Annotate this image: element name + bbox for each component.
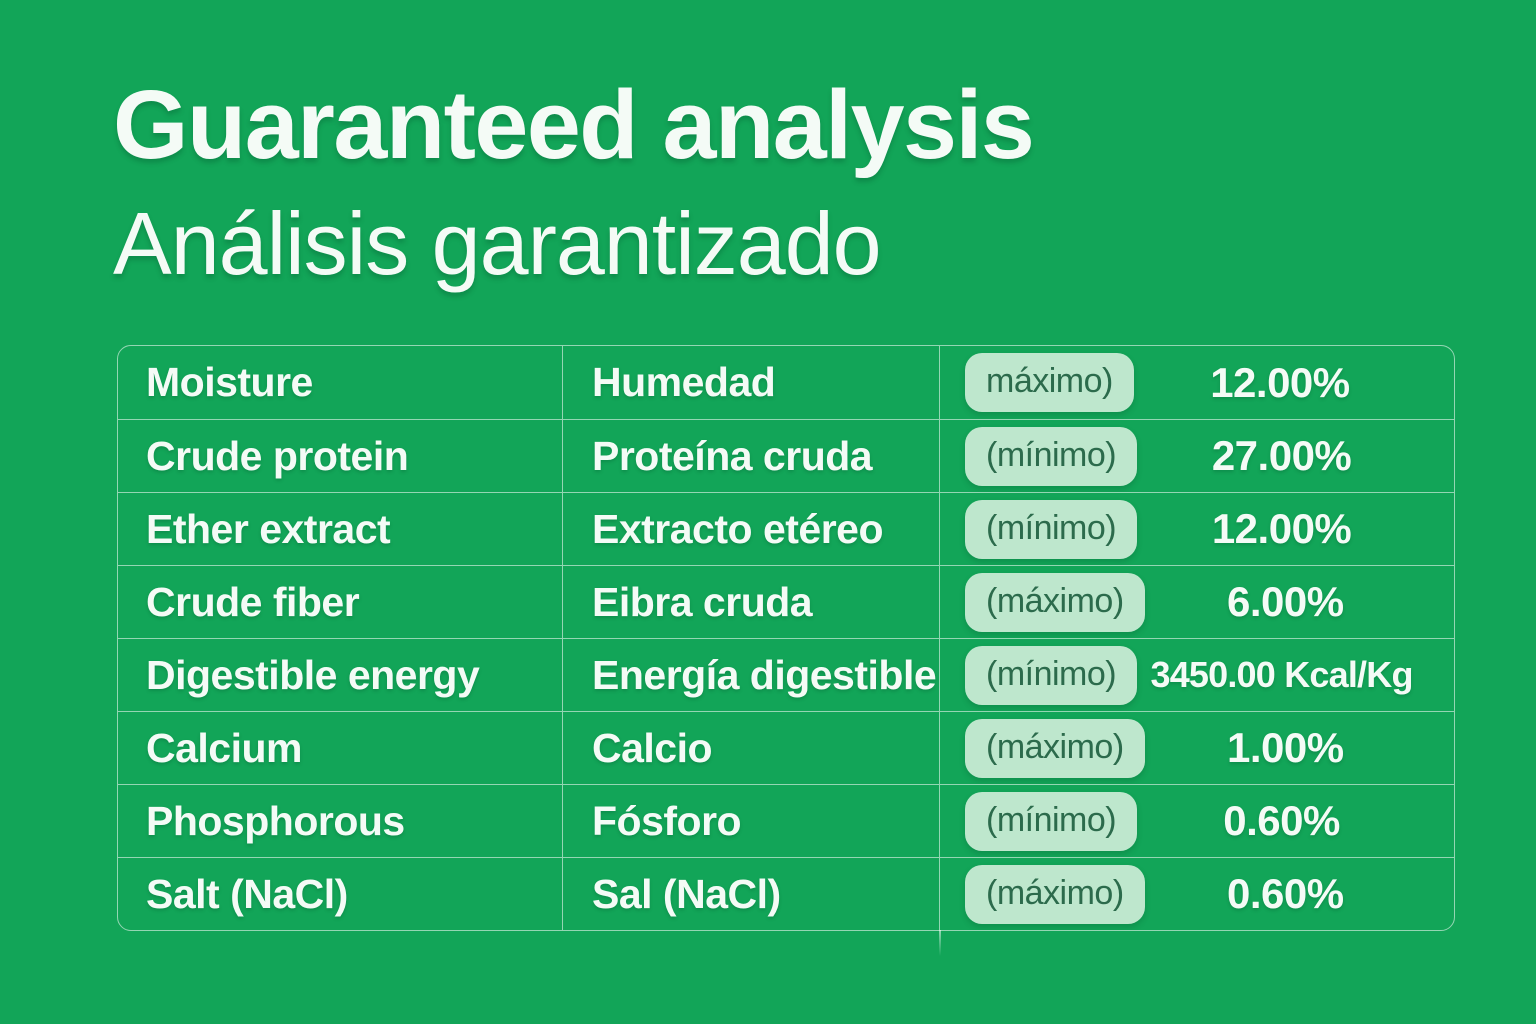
- table-row-moisture: Moisture Humedad máximo) 12.00%: [118, 346, 1454, 419]
- nutrient-value-cell: (mínimo) 12.00%: [939, 493, 1454, 565]
- limit-badge: (mínimo): [965, 426, 1138, 486]
- nutrient-name-en: Crude fiber: [146, 578, 360, 625]
- page-subtitle: Análisis garantizado: [113, 194, 882, 293]
- nutrient-value: 6.00%: [1227, 578, 1344, 625]
- nutrient-name-es: Eibra cruda: [562, 566, 939, 638]
- nutrient-value: 0.60%: [1223, 797, 1340, 844]
- nutrient-name-en: Phosphorous: [146, 797, 405, 844]
- nutrient-name-es: Proteína cruda: [562, 420, 939, 492]
- nutrient-name-es: Sal (NaCl): [562, 858, 939, 930]
- limit-badge: (mínimo): [965, 499, 1138, 559]
- nutrient-name-en: Moisture: [146, 359, 313, 405]
- nutrient-name-es: Humedad: [562, 346, 939, 419]
- nutrient-name-en: Digestible energy: [146, 651, 480, 698]
- nutrient-name-en: Ether extract: [146, 505, 391, 552]
- nutrient-value: 0.60%: [1227, 870, 1344, 917]
- table-row-calcium: Calcium Calcio (máximo) 1.00%: [118, 711, 1454, 784]
- nutrient-value: 12.00%: [1210, 358, 1350, 406]
- column-divider-stub: [939, 930, 941, 956]
- nutrient-name-es: Energía digestible: [562, 639, 939, 711]
- table-row-salt: Salt (NaCl) Sal (NaCl) (máximo) 0.60%: [118, 857, 1454, 930]
- nutrient-name-es: Fósforo: [562, 785, 939, 857]
- nutrient-value-cell: (máximo) 6.00%: [939, 566, 1454, 638]
- nutrient-value-cell: (mínimo) 0.60%: [939, 785, 1454, 857]
- page-title: Guaranteed analysis: [113, 70, 1035, 179]
- nutrient-name-en: Calcium: [146, 724, 303, 771]
- table-row-phosphorous: Phosphorous Fósforo (mínimo) 0.60%: [118, 784, 1454, 857]
- table-row-digestible-energy: Digestible energy Energía digestible (mí…: [118, 638, 1454, 711]
- limit-badge: (máximo): [965, 718, 1145, 778]
- nutrient-value-cell: (mínimo) 3450.00 Kcal/Kg: [939, 639, 1454, 711]
- nutrient-value: 3450.00 Kcal/Kg: [1150, 654, 1413, 695]
- table-row-crude-protein: Crude protein Proteína cruda (mínimo) 27…: [118, 419, 1454, 492]
- limit-badge: (máximo): [965, 864, 1145, 924]
- limit-badge: (máximo): [965, 572, 1145, 632]
- nutrient-name-es: Calcio: [562, 712, 939, 784]
- nutrient-value-cell: máximo) 12.00%: [939, 346, 1454, 419]
- limit-badge: (mínimo): [965, 645, 1138, 705]
- nutrient-value: 12.00%: [1211, 505, 1352, 552]
- nutrient-name-en: Crude protein: [146, 432, 409, 479]
- nutrient-value: 1.00%: [1227, 724, 1344, 771]
- nutrient-value: 27.00%: [1211, 432, 1352, 479]
- nutrient-value-cell: (mínimo) 27.00%: [939, 420, 1454, 492]
- table-row-crude-fiber: Crude fiber Eibra cruda (máximo) 6.00%: [118, 565, 1454, 638]
- nutrient-name-es: Extracto etéreo: [562, 493, 939, 565]
- nutrient-value-cell: (máximo) 0.60%: [939, 858, 1454, 930]
- table-row-ether-extract: Ether extract Extracto etéreo (mínimo) 1…: [118, 492, 1454, 565]
- nutrient-value-cell: (máximo) 1.00%: [939, 712, 1454, 784]
- nutrient-name-en: Salt (NaCl): [146, 870, 348, 917]
- guaranteed-analysis-table: Moisture Humedad máximo) 12.00% Crude pr…: [117, 345, 1455, 956]
- limit-badge: (mínimo): [965, 791, 1138, 851]
- limit-badge: máximo): [965, 353, 1134, 412]
